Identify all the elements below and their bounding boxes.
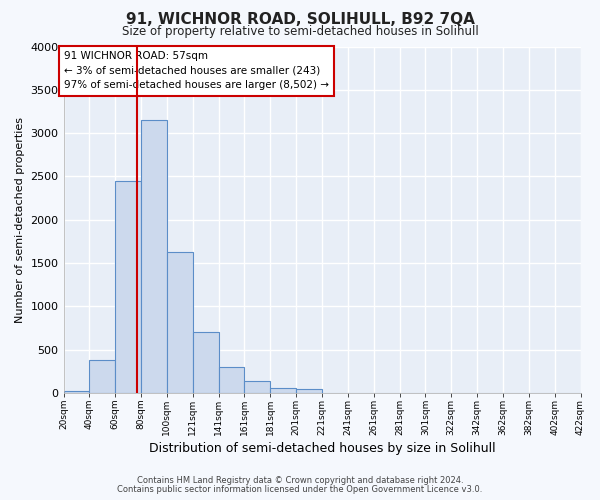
Bar (141, 120, 167, 393)
Y-axis label: Number of semi-detached properties: Number of semi-detached properties (15, 117, 25, 323)
Text: 91, WICHNOR ROAD, SOLIHULL, B92 7QA: 91, WICHNOR ROAD, SOLIHULL, B92 7QA (125, 12, 475, 28)
Bar (218, 367, 244, 393)
Bar (167, 252, 193, 393)
Text: Size of property relative to semi-detached houses in Solihull: Size of property relative to semi-detach… (122, 25, 478, 38)
Bar (271, 388, 296, 393)
Text: Contains HM Land Registry data © Crown copyright and database right 2024.: Contains HM Land Registry data © Crown c… (137, 476, 463, 485)
Bar (115, 181, 141, 393)
Bar (193, 332, 218, 393)
Bar (296, 389, 322, 393)
X-axis label: Distribution of semi-detached houses by size in Solihull: Distribution of semi-detached houses by … (149, 442, 496, 455)
Bar (244, 381, 271, 393)
Bar (89, 360, 115, 393)
Text: Contains public sector information licensed under the Open Government Licence v3: Contains public sector information licen… (118, 484, 482, 494)
Text: 91 WICHNOR ROAD: 57sqm
← 3% of semi-detached houses are smaller (243)
97% of sem: 91 WICHNOR ROAD: 57sqm ← 3% of semi-deta… (64, 51, 329, 90)
Bar (64, 390, 89, 393)
